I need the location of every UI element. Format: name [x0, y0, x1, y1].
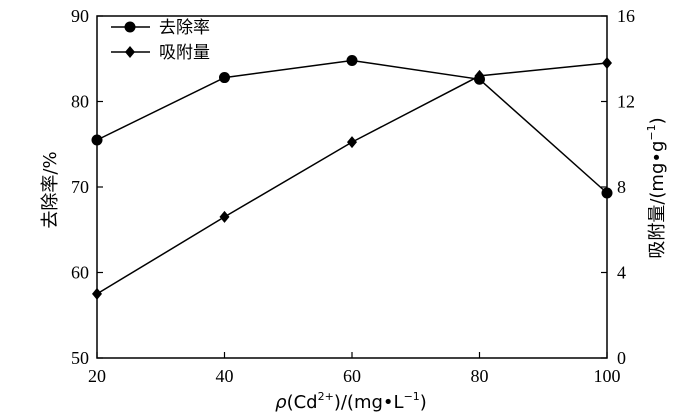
series-line-adsorption	[96, 62, 608, 295]
x-label-mid: )/(mg	[334, 392, 383, 413]
y-left-tick-label: 80	[71, 92, 89, 112]
y-right-tick-label: 8	[617, 177, 626, 197]
legend-label-removal: 去除率	[159, 18, 210, 38]
x-tick-label: 20	[88, 366, 106, 386]
data-point-removal-rate	[91, 134, 103, 146]
y-right-label-g: g	[647, 141, 668, 152]
data-point-adsorption	[474, 69, 485, 82]
data-point-adsorption	[219, 210, 230, 223]
legend-marker-circle	[124, 21, 136, 33]
y-left-label: 去除率/%	[40, 151, 61, 228]
right-axis-ticks: 0 4 8 12 16	[601, 6, 635, 368]
x-tick-label: 40	[216, 366, 234, 386]
y-left-tick-label: 60	[71, 263, 89, 283]
data-point-adsorption	[602, 57, 612, 70]
x-label-rho: ρ	[275, 392, 287, 413]
x-label-open: (Cd	[287, 392, 318, 413]
legend-marker-diamond	[125, 46, 135, 58]
y-right-tick-label: 4	[617, 263, 626, 283]
x-label-dot: •	[383, 392, 394, 413]
y-right-label-sup: −1	[645, 124, 658, 140]
series-line-removal-rate	[96, 59, 608, 194]
y-right-label-dot: •	[647, 152, 668, 163]
legend: 去除率 吸附量	[111, 18, 210, 63]
plot-border	[96, 15, 608, 359]
x-label-close: )	[420, 392, 427, 413]
y-right-tick-label: 16	[617, 6, 635, 26]
y-right-tick-label: 12	[617, 92, 635, 112]
y-right-label-text: 吸附量/(mg	[647, 163, 668, 259]
x-tick-label: 60	[343, 366, 361, 386]
y-right-tick-label: 0	[617, 348, 626, 368]
y-right-label-close: )	[647, 117, 668, 124]
y-left-tick-label: 50	[71, 348, 89, 368]
data-point-removal-rate	[601, 187, 613, 199]
data-point-adsorption	[92, 287, 102, 300]
x-axis-label: ρ(Cd2+)/(mg•L−1)	[275, 390, 427, 413]
data-point-removal-rate	[219, 72, 230, 84]
x-label-l: L	[394, 392, 404, 413]
left-axis-ticks: 50 60 70 80 90	[71, 6, 103, 368]
x-axis-ticks: 20 40 60 80 100	[88, 352, 621, 386]
data-point-removal-rate	[346, 54, 358, 66]
legend-label-adsorption: 吸附量	[159, 43, 210, 63]
x-tick-label: 100	[594, 366, 621, 386]
x-label-sup2: −1	[404, 390, 420, 403]
x-tick-label: 80	[471, 366, 489, 386]
y-right-label: 吸附量/(mg•g−1)	[645, 117, 668, 258]
y-left-tick-label: 90	[71, 6, 89, 26]
plot-frame	[96, 15, 608, 359]
series-layer	[91, 54, 613, 300]
y-left-tick-label: 70	[71, 177, 89, 197]
data-point-adsorption	[347, 136, 357, 149]
x-label-sup1: 2+	[318, 390, 334, 403]
